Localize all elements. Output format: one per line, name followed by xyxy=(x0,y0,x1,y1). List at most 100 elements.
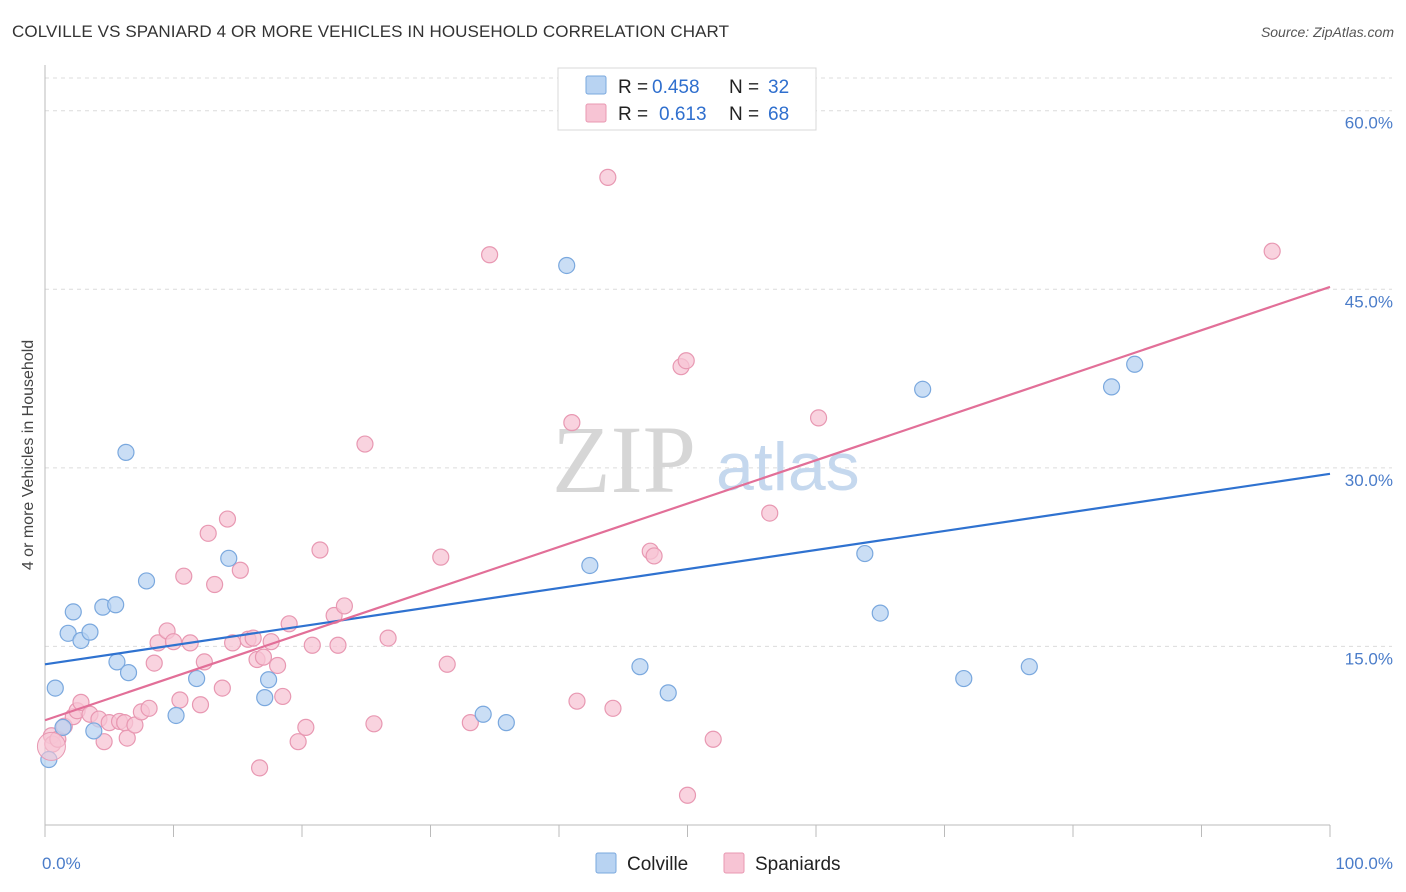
data-point-spaniards xyxy=(164,633,183,651)
x-tick-label: 0.0% xyxy=(42,854,81,873)
data-point-spaniards xyxy=(303,636,321,654)
data-point-colville xyxy=(474,705,492,723)
data-point-colville xyxy=(117,443,135,461)
data-point-spaniards xyxy=(645,547,663,565)
data-point-spaniards xyxy=(604,699,622,717)
data-point-spaniards xyxy=(599,168,617,186)
data-point-spaniards xyxy=(175,567,193,585)
y-tick-labels: 15.0% 30.0% 45.0% 60.0% xyxy=(1345,114,1393,669)
bottom-legend: Colville Spaniards xyxy=(595,852,841,875)
data-point-spaniards xyxy=(191,696,210,714)
data-point-spaniards xyxy=(171,691,189,709)
data-point-spaniards xyxy=(274,687,292,706)
data-point-spaniards xyxy=(432,548,450,566)
data-point-spaniards xyxy=(140,699,158,717)
data-point-colville xyxy=(167,706,185,725)
axes xyxy=(44,65,1331,837)
data-point-spaniards xyxy=(481,246,499,264)
data-point-spaniards xyxy=(379,629,397,647)
data-point-spaniards xyxy=(563,414,581,432)
legend-n-value-spaniards: 68 xyxy=(768,104,789,125)
data-points xyxy=(36,168,1281,804)
data-point-spaniards xyxy=(1263,242,1281,260)
chart-title: COLVILLE VS SPANIARD 4 OR MORE VEHICLES … xyxy=(12,22,730,41)
bottom-legend-spaniards: Spaniards xyxy=(755,854,841,875)
data-point-colville xyxy=(256,689,274,707)
legend-n-label-colville: N = xyxy=(729,77,759,98)
data-point-spaniards xyxy=(438,655,456,673)
data-point-spaniards xyxy=(218,510,237,528)
data-point-colville xyxy=(871,604,889,622)
data-point-colville xyxy=(220,549,238,567)
grid-lines xyxy=(45,77,1392,647)
data-point-colville xyxy=(1102,378,1121,396)
y-tick-label: 60.0% xyxy=(1345,114,1393,133)
bottom-legend-swatch-colville xyxy=(595,852,617,874)
data-point-spaniards xyxy=(329,636,347,654)
data-point-colville xyxy=(59,624,77,642)
y-tick-label: 15.0% xyxy=(1345,649,1393,668)
data-point-spaniards-cluster xyxy=(36,731,66,761)
data-point-spaniards xyxy=(297,718,315,736)
legend-n-label-spaniards: N = xyxy=(729,104,759,125)
data-point-spaniards xyxy=(461,714,479,732)
data-point-spaniards xyxy=(568,692,586,710)
legend-r-value-spaniards: 0.613 xyxy=(659,104,707,125)
data-point-spaniards xyxy=(254,648,273,666)
x-tick-labels: 0.0% 100.0% xyxy=(42,854,1393,873)
data-point-colville xyxy=(137,572,156,590)
data-point-spaniards xyxy=(213,679,231,697)
x-tick-label: 100.0% xyxy=(1335,854,1393,873)
data-point-spaniards xyxy=(145,654,163,672)
data-point-colville xyxy=(64,603,82,621)
trend-line-colville xyxy=(44,472,1331,666)
y-axis-label: 4 or more Vehicles in Household xyxy=(20,340,37,570)
legend-r-label-colville: R = xyxy=(618,77,648,98)
data-point-spaniards xyxy=(761,504,779,522)
data-point-colville xyxy=(1020,658,1038,676)
data-point-spaniards xyxy=(678,786,697,804)
data-point-spaniards xyxy=(231,561,249,579)
data-point-colville xyxy=(46,679,64,697)
legend-n-value-colville: 32 xyxy=(768,77,789,98)
data-point-colville xyxy=(497,714,515,732)
data-point-spaniards xyxy=(311,541,329,559)
data-point-colville xyxy=(1126,355,1144,373)
data-point-colville xyxy=(54,718,72,736)
watermark-atlas: atlas xyxy=(716,429,860,505)
data-point-spaniards xyxy=(95,733,113,751)
legend-r-label-spaniards: R = xyxy=(618,104,648,125)
data-point-colville xyxy=(188,669,206,688)
data-point-colville xyxy=(856,544,874,563)
trend-line-spaniards xyxy=(44,285,1331,722)
data-point-colville xyxy=(558,256,576,275)
data-point-spaniards xyxy=(335,597,354,615)
source-label: Source: ZipAtlas.com xyxy=(1260,24,1394,40)
data-point-spaniards xyxy=(250,759,269,777)
legend-swatch-spaniards xyxy=(585,103,607,123)
bottom-legend-colville: Colville xyxy=(627,854,688,875)
data-point-spaniards xyxy=(809,409,828,427)
bottom-legend-swatch-spaniards xyxy=(723,852,745,874)
data-point-spaniards xyxy=(704,730,722,748)
y-tick-label: 30.0% xyxy=(1345,471,1393,490)
data-point-colville xyxy=(85,722,103,740)
legend-r-value-colville: 0.458 xyxy=(652,77,700,98)
y-tick-label: 45.0% xyxy=(1345,292,1393,311)
data-point-spaniards xyxy=(677,352,695,370)
data-point-colville xyxy=(81,623,99,641)
data-point-spaniards xyxy=(356,435,374,453)
data-point-colville xyxy=(955,669,973,688)
trend-lines xyxy=(44,285,1331,722)
data-point-spaniards xyxy=(289,733,307,751)
data-point-colville xyxy=(119,664,138,682)
data-point-colville xyxy=(631,658,649,676)
data-point-spaniards xyxy=(206,575,224,594)
data-point-colville xyxy=(107,596,125,614)
data-point-colville xyxy=(914,380,932,398)
data-point-spaniards xyxy=(199,524,217,542)
data-point-colville xyxy=(659,684,677,702)
legend-box: R = 0.458 N = 32 R = 0.613 N = 68 xyxy=(557,67,817,131)
data-point-spaniards xyxy=(268,656,287,675)
